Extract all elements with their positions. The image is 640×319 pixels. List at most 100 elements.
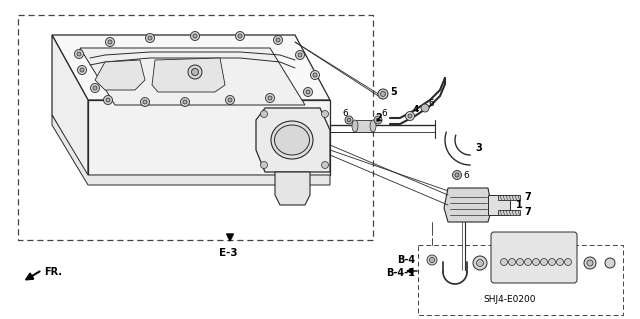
Circle shape <box>236 32 244 41</box>
Polygon shape <box>52 35 88 180</box>
Circle shape <box>296 50 305 60</box>
Polygon shape <box>488 195 510 215</box>
Circle shape <box>143 100 147 104</box>
Text: B-4-1: B-4-1 <box>386 268 415 278</box>
Text: 6: 6 <box>381 109 387 118</box>
Circle shape <box>180 98 189 107</box>
Circle shape <box>429 257 435 263</box>
Circle shape <box>306 90 310 94</box>
Circle shape <box>605 258 615 268</box>
Text: FR.: FR. <box>44 267 62 277</box>
Polygon shape <box>52 115 330 185</box>
Circle shape <box>77 65 86 75</box>
Polygon shape <box>52 35 330 100</box>
Circle shape <box>525 258 531 265</box>
Circle shape <box>268 96 272 100</box>
Ellipse shape <box>271 121 313 159</box>
Polygon shape <box>80 48 305 105</box>
Circle shape <box>532 258 540 265</box>
Circle shape <box>516 258 524 265</box>
Circle shape <box>141 98 150 107</box>
Text: 5: 5 <box>390 87 397 97</box>
Circle shape <box>509 258 515 265</box>
Ellipse shape <box>370 120 376 132</box>
Circle shape <box>106 98 110 102</box>
Circle shape <box>225 95 234 105</box>
Circle shape <box>557 258 563 265</box>
Circle shape <box>406 112 415 121</box>
Circle shape <box>473 256 487 270</box>
Polygon shape <box>355 120 373 132</box>
Circle shape <box>273 35 282 44</box>
Circle shape <box>145 33 154 42</box>
Circle shape <box>93 86 97 90</box>
Text: 4: 4 <box>413 106 419 115</box>
Circle shape <box>421 104 429 112</box>
Circle shape <box>77 52 81 56</box>
Text: 7: 7 <box>524 207 531 217</box>
Circle shape <box>106 38 115 47</box>
Circle shape <box>238 34 242 38</box>
Circle shape <box>584 257 596 269</box>
Circle shape <box>276 38 280 42</box>
Circle shape <box>266 93 275 102</box>
Text: SHJ4-E0200: SHJ4-E0200 <box>484 295 536 305</box>
Text: 1: 1 <box>516 200 523 210</box>
Circle shape <box>188 65 202 79</box>
Circle shape <box>321 110 328 117</box>
Circle shape <box>191 69 198 76</box>
Circle shape <box>378 89 388 99</box>
Circle shape <box>74 49 83 58</box>
Polygon shape <box>275 172 310 205</box>
FancyBboxPatch shape <box>491 232 577 283</box>
Circle shape <box>310 70 319 79</box>
Circle shape <box>108 40 112 44</box>
Circle shape <box>345 116 353 124</box>
Circle shape <box>587 260 593 266</box>
Text: 6: 6 <box>428 99 434 108</box>
Circle shape <box>313 73 317 77</box>
Polygon shape <box>256 108 330 172</box>
Text: 6: 6 <box>463 170 468 180</box>
Circle shape <box>260 110 268 117</box>
Circle shape <box>298 53 302 57</box>
Circle shape <box>303 87 312 97</box>
Polygon shape <box>498 195 520 200</box>
Circle shape <box>374 116 382 124</box>
Circle shape <box>376 118 380 122</box>
Polygon shape <box>498 210 520 215</box>
Circle shape <box>80 68 84 72</box>
Circle shape <box>260 161 268 168</box>
Circle shape <box>541 258 547 265</box>
Ellipse shape <box>275 125 310 155</box>
Circle shape <box>500 258 508 265</box>
Polygon shape <box>95 60 145 90</box>
Circle shape <box>183 100 187 104</box>
Circle shape <box>427 255 437 265</box>
Circle shape <box>477 259 483 266</box>
Ellipse shape <box>352 120 358 132</box>
Circle shape <box>193 34 197 38</box>
Circle shape <box>191 32 200 41</box>
Circle shape <box>148 36 152 40</box>
Circle shape <box>90 84 99 93</box>
Text: 2: 2 <box>375 113 381 123</box>
Circle shape <box>381 92 385 97</box>
Circle shape <box>321 161 328 168</box>
Circle shape <box>564 258 572 265</box>
Text: 6: 6 <box>342 109 348 118</box>
Circle shape <box>452 170 461 180</box>
Text: 3: 3 <box>475 143 482 153</box>
Circle shape <box>548 258 556 265</box>
Circle shape <box>455 173 459 177</box>
Circle shape <box>408 114 412 118</box>
Circle shape <box>228 98 232 102</box>
Text: E-3: E-3 <box>219 248 237 258</box>
Circle shape <box>347 118 351 122</box>
Circle shape <box>104 95 113 105</box>
Text: 7: 7 <box>524 192 531 202</box>
Polygon shape <box>444 188 492 222</box>
Polygon shape <box>152 58 225 92</box>
Text: B-4: B-4 <box>397 255 415 265</box>
Polygon shape <box>88 100 330 175</box>
